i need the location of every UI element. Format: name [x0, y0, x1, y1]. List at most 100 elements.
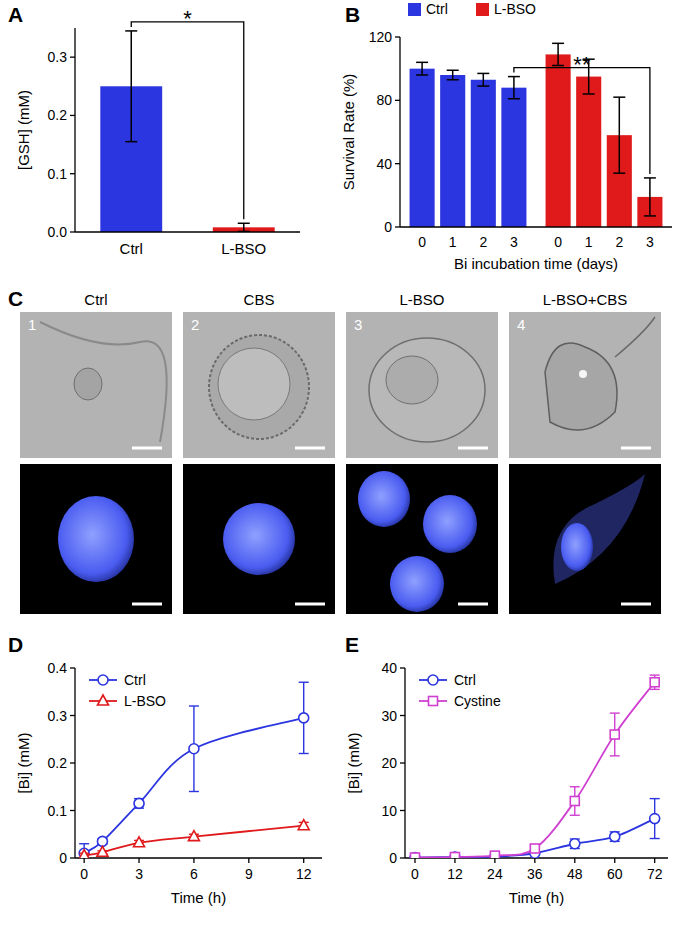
cell-outline [209, 335, 309, 439]
y-tick-label: 20 [381, 755, 397, 771]
nucleus [561, 523, 593, 571]
error-cap [299, 682, 309, 683]
y-tick [70, 667, 75, 668]
y-tick-label: 30 [381, 708, 397, 724]
legend-label: L-BSO [124, 693, 166, 709]
x-tick-label: 0 [554, 234, 562, 250]
error-bar [557, 43, 559, 65]
image-number: 2 [191, 316, 199, 333]
marker [410, 853, 419, 858]
error-cap [416, 62, 428, 64]
marker [450, 852, 460, 858]
plot-marks [410, 43, 663, 227]
x-tick [83, 858, 84, 863]
y-tick [400, 857, 405, 858]
x-tick-label: 60 [607, 866, 623, 882]
scale-bar [295, 603, 325, 606]
x-tick-label: 9 [245, 866, 253, 882]
y-tick-label: 80 [376, 92, 392, 108]
x-tick [138, 858, 139, 863]
x-tick-label: L-BSO [221, 240, 266, 257]
error-cap [610, 712, 620, 713]
y-tick [400, 715, 405, 716]
cell-spot [579, 370, 587, 378]
x-axis-label: Time (h) [509, 889, 564, 906]
brightfield-image [20, 312, 172, 458]
x-axis [400, 226, 672, 227]
x-axis [75, 857, 322, 858]
error-cap [125, 30, 137, 32]
image-number: 1 [28, 316, 36, 333]
nucleus [358, 471, 410, 527]
x-tick-label: 36 [527, 866, 543, 882]
x-tick [614, 858, 615, 863]
image-number: 4 [517, 316, 525, 333]
x-tick-label: 72 [647, 866, 663, 882]
fluorescence-image [20, 464, 172, 614]
marker [650, 814, 660, 824]
significance-label: * [183, 6, 192, 31]
marker [610, 730, 619, 739]
error-cap [650, 838, 660, 839]
cell-outline [545, 343, 617, 430]
error-cap [552, 65, 564, 67]
error-cap [477, 73, 489, 75]
panel-label: A [8, 3, 23, 26]
y-tick [395, 100, 400, 101]
x-axis [75, 231, 300, 232]
nucleus [223, 503, 295, 575]
series-line [84, 826, 304, 856]
x-tick [193, 858, 194, 863]
y-tick [400, 762, 405, 763]
marker [610, 832, 620, 842]
marker [490, 851, 499, 858]
legend-label: Ctrl [454, 672, 476, 688]
marker [97, 846, 108, 856]
error-cap [650, 689, 660, 690]
cell-process [615, 317, 655, 357]
x-tick [454, 858, 455, 863]
error-bar [131, 31, 133, 142]
nucleus [390, 556, 444, 612]
x-tick-label: 3 [135, 866, 143, 882]
image-label: CBS [244, 291, 275, 308]
brightfield-image [509, 312, 661, 458]
error-cap [570, 786, 580, 787]
y-tick-label: 40 [376, 156, 392, 172]
y-tick [395, 226, 400, 227]
error-bar [619, 97, 621, 173]
marker [299, 713, 309, 723]
legend-label: Cystine [454, 693, 501, 709]
bar [471, 80, 496, 227]
x-tick-label: 48 [567, 866, 583, 882]
y-tick-label: 120 [369, 29, 393, 45]
marker [650, 678, 659, 687]
marker [298, 820, 309, 830]
x-tick [654, 858, 655, 863]
y-tick [70, 173, 75, 174]
panel-label: C [8, 287, 23, 310]
cell-outline [369, 338, 485, 442]
x-tick-label: Ctrl [120, 240, 143, 257]
error-bar [421, 62, 423, 75]
y-tick-label: 0.0 [48, 224, 68, 240]
marker [79, 850, 90, 858]
x-tick-label: 0 [411, 866, 419, 882]
legend-label: Ctrl [426, 1, 448, 17]
cell-nucleus [218, 348, 290, 420]
image-label: L-BSO+CBS [543, 291, 628, 308]
x-tick [303, 858, 304, 863]
y-tick-label: 0.2 [48, 107, 68, 123]
y-tick [70, 857, 75, 858]
significance-bracket [514, 68, 650, 174]
y-tick-label: 40 [381, 660, 397, 676]
image-label: L-BSO [399, 291, 444, 308]
y-tick [70, 56, 75, 57]
y-tick [70, 810, 75, 811]
marker [189, 744, 199, 754]
error-cap [416, 74, 428, 76]
y-tick [400, 667, 405, 668]
y-tick-label: 0 [384, 219, 392, 235]
panel-label: E [345, 633, 359, 656]
brightfield-image [183, 312, 335, 458]
